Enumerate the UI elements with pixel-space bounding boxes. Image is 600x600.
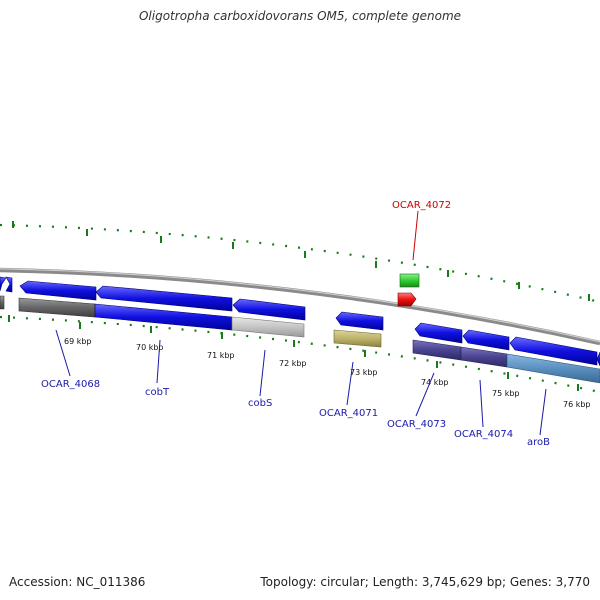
track-block[interactable]: [460, 346, 508, 368]
scale-label: 69 kbp: [64, 337, 92, 346]
cds-arrow-forward[interactable]: [596, 351, 600, 367]
scale-label: 76 kbp: [563, 400, 591, 409]
cds-arrow-forward[interactable]: [95, 285, 233, 312]
gene-label-ocar-4074[interactable]: OCAR_4074: [454, 429, 513, 440]
leader-line: [156, 339, 161, 384]
scale-labels: 69 kbp 70 kbp 71 kbp 72 kbp 73 kbp 74 kb…: [64, 337, 591, 409]
gene-label-cobs[interactable]: cobS: [248, 398, 272, 409]
track-block[interactable]: [333, 329, 382, 348]
scale-label: 71 kbp: [207, 351, 235, 360]
leader-line: [539, 388, 547, 436]
track-block[interactable]: [506, 353, 600, 384]
leader-line: [346, 361, 354, 406]
rna-red-arrow[interactable]: [397, 292, 417, 307]
genome-backbone: [0, 267, 600, 346]
genome-backbone-highlight: [0, 268, 600, 343]
gene-label-ocar-4068[interactable]: OCAR_4068: [41, 379, 100, 390]
leader-line: [412, 210, 419, 261]
rna-green-block[interactable]: [399, 273, 420, 288]
gene-label-ocar-4072[interactable]: OCAR_4072: [392, 200, 451, 211]
leader-line: [415, 372, 435, 417]
rna-features: [397, 273, 420, 307]
track-block[interactable]: [18, 297, 96, 318]
track-block[interactable]: [231, 316, 305, 338]
track-block[interactable]: [0, 295, 5, 310]
gene-labels: OCAR_4068 cobT cobS OCAR_4071 OCAR_4072 …: [41, 200, 550, 448]
gene-label-ocar-4073[interactable]: OCAR_4073: [387, 419, 446, 430]
scale-label: 74 kbp: [421, 378, 449, 387]
cds-arrow-forward[interactable]: [0, 276, 7, 292]
cds-arrow-forward[interactable]: [509, 336, 598, 366]
gene-label-cobt[interactable]: cobT: [145, 387, 170, 398]
gene-label-leaders: [55, 210, 547, 436]
cds-arrow-forward[interactable]: [232, 298, 306, 321]
inner-ring-major-ticks: [8, 315, 579, 391]
forward-strand-track: [0, 276, 600, 367]
cds-arrow-forward[interactable]: [5, 276, 13, 293]
scale-label: 72 kbp: [279, 359, 307, 368]
outer-ring-major-ticks: [12, 221, 590, 301]
track-block[interactable]: [412, 339, 462, 361]
scale-label: 70 kbp: [136, 343, 164, 352]
gene-label-arob[interactable]: aroB: [527, 437, 550, 448]
leader-line: [55, 329, 71, 377]
accession-label: Accession: NC_011386: [9, 575, 146, 589]
cds-arrow-forward[interactable]: [414, 322, 463, 344]
annotation-track: [0, 295, 600, 384]
cds-arrow-forward[interactable]: [462, 329, 510, 351]
genome-summary-label: Topology: circular; Length: 3,745,629 bp…: [260, 575, 590, 589]
leader-line: [259, 349, 266, 397]
scale-label: 73 kbp: [350, 368, 378, 377]
map-title: Oligotropha carboxidovorans OM5, complet…: [138, 9, 462, 23]
gene-label-ocar-4071[interactable]: OCAR_4071: [319, 408, 378, 419]
leader-line: [479, 379, 484, 428]
cds-arrow-forward[interactable]: [19, 280, 97, 301]
cds-arrow-forward[interactable]: [335, 311, 384, 331]
scale-label: 75 kbp: [492, 389, 520, 398]
outer-dotted-ring: [0, 223, 600, 304]
